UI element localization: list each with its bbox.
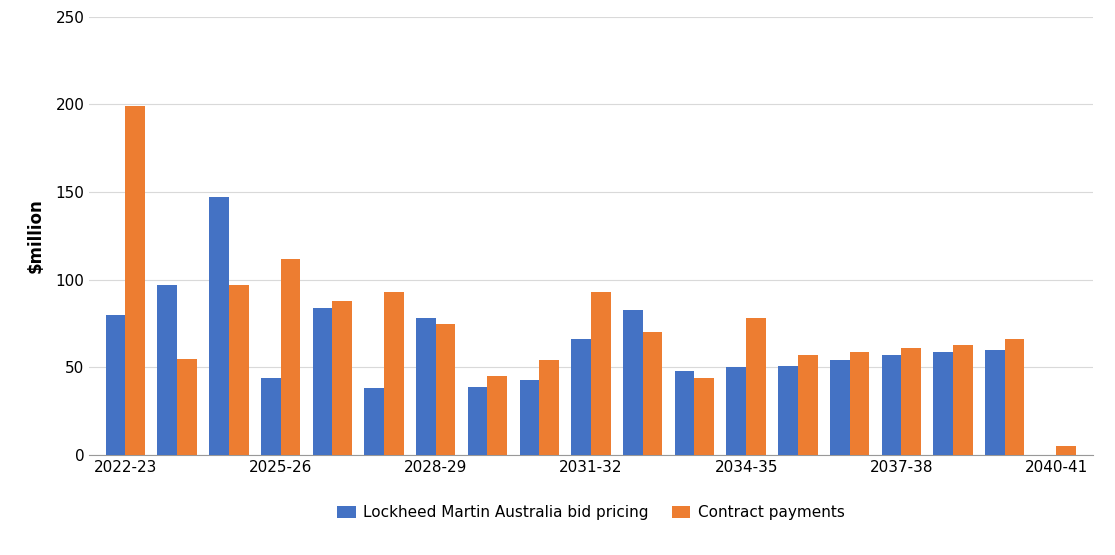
Legend: Lockheed Martin Australia bid pricing, Contract payments: Lockheed Martin Australia bid pricing, C…: [331, 499, 851, 526]
Bar: [746, 319, 766, 455]
Bar: [901, 348, 921, 455]
Bar: [623, 310, 642, 455]
Bar: [177, 359, 196, 455]
Bar: [106, 315, 125, 455]
Bar: [953, 345, 972, 455]
Bar: [312, 308, 332, 455]
Bar: [261, 378, 281, 455]
Bar: [591, 292, 611, 455]
Bar: [520, 380, 540, 455]
Bar: [850, 352, 870, 455]
Bar: [695, 378, 714, 455]
Bar: [675, 371, 695, 455]
Bar: [882, 355, 901, 455]
Bar: [157, 285, 177, 455]
Bar: [487, 376, 507, 455]
Bar: [778, 366, 798, 455]
Bar: [1057, 446, 1076, 455]
Bar: [1005, 339, 1025, 455]
Bar: [332, 301, 352, 455]
Bar: [986, 350, 1005, 455]
Bar: [642, 332, 662, 455]
Bar: [571, 339, 591, 455]
Bar: [384, 292, 404, 455]
Bar: [468, 387, 487, 455]
Bar: [125, 106, 145, 455]
Bar: [540, 360, 559, 455]
Bar: [798, 355, 817, 455]
Y-axis label: $million: $million: [27, 199, 45, 273]
Bar: [416, 319, 436, 455]
Bar: [281, 259, 300, 455]
Bar: [830, 360, 850, 455]
Bar: [210, 197, 229, 455]
Bar: [365, 388, 384, 455]
Bar: [229, 285, 249, 455]
Bar: [436, 324, 455, 455]
Bar: [933, 352, 953, 455]
Bar: [727, 367, 746, 455]
